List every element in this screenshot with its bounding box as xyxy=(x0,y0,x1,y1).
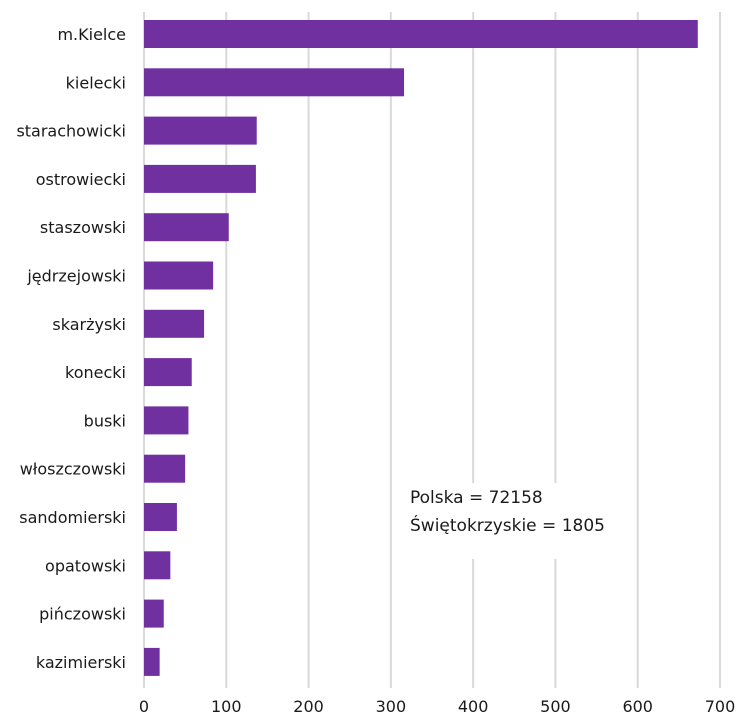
category-label-7: konecki xyxy=(65,363,126,382)
x-tick-label-0: 0 xyxy=(139,697,149,716)
x-tick-label-3: 300 xyxy=(376,697,407,716)
x-axis-tick-labels: 0 100 200 300 400 500 600 700 xyxy=(139,697,735,716)
bar-1 xyxy=(144,68,405,97)
bar-10 xyxy=(144,503,177,531)
bars xyxy=(144,20,698,676)
x-tick-label-4: 400 xyxy=(458,697,489,716)
category-label-10: sandomierski xyxy=(19,508,126,527)
bar-0 xyxy=(144,20,698,48)
category-label-2: starachowicki xyxy=(16,122,126,141)
bar-6 xyxy=(144,309,205,338)
category-label-0: m.Kielce xyxy=(57,25,126,44)
bar-8 xyxy=(144,406,189,435)
category-label-13: kazimierski xyxy=(36,653,126,672)
category-label-4: staszowski xyxy=(40,218,126,237)
annotation-swietokrzyskie: Świętokrzyskie = 1805 xyxy=(410,516,605,536)
x-tick-label-5: 500 xyxy=(540,697,571,716)
x-tick-label-7: 700 xyxy=(705,697,736,716)
bar-11 xyxy=(144,551,171,580)
bar-4 xyxy=(144,213,229,242)
category-label-1: kielecki xyxy=(66,73,126,92)
category-label-3: ostrowiecki xyxy=(36,170,126,189)
bar-9 xyxy=(144,454,186,483)
annotation-box xyxy=(392,483,612,559)
category-label-12: pińczowski xyxy=(39,605,126,624)
bar-5 xyxy=(144,261,214,290)
bar-7 xyxy=(144,358,192,387)
bar-3 xyxy=(144,164,256,193)
category-label-8: buski xyxy=(84,411,126,430)
bar-2 xyxy=(144,116,257,145)
category-label-6: skarżyski xyxy=(52,315,126,334)
annotation-polska: Polska = 72158 xyxy=(410,488,543,508)
bar-13 xyxy=(144,647,160,676)
x-tick-label-6: 600 xyxy=(622,697,653,716)
bar-12 xyxy=(144,599,164,628)
x-tick-label-2: 200 xyxy=(293,697,324,716)
category-labels: m.Kielce kielecki starachowicki ostrowiecki… xyxy=(16,25,126,672)
category-label-11: opatowski xyxy=(45,556,126,575)
x-tick-label-1: 100 xyxy=(211,697,242,716)
category-label-9: włoszczowski xyxy=(20,460,126,479)
category-label-5: jędrzejowski xyxy=(26,267,126,286)
grid xyxy=(143,12,721,688)
